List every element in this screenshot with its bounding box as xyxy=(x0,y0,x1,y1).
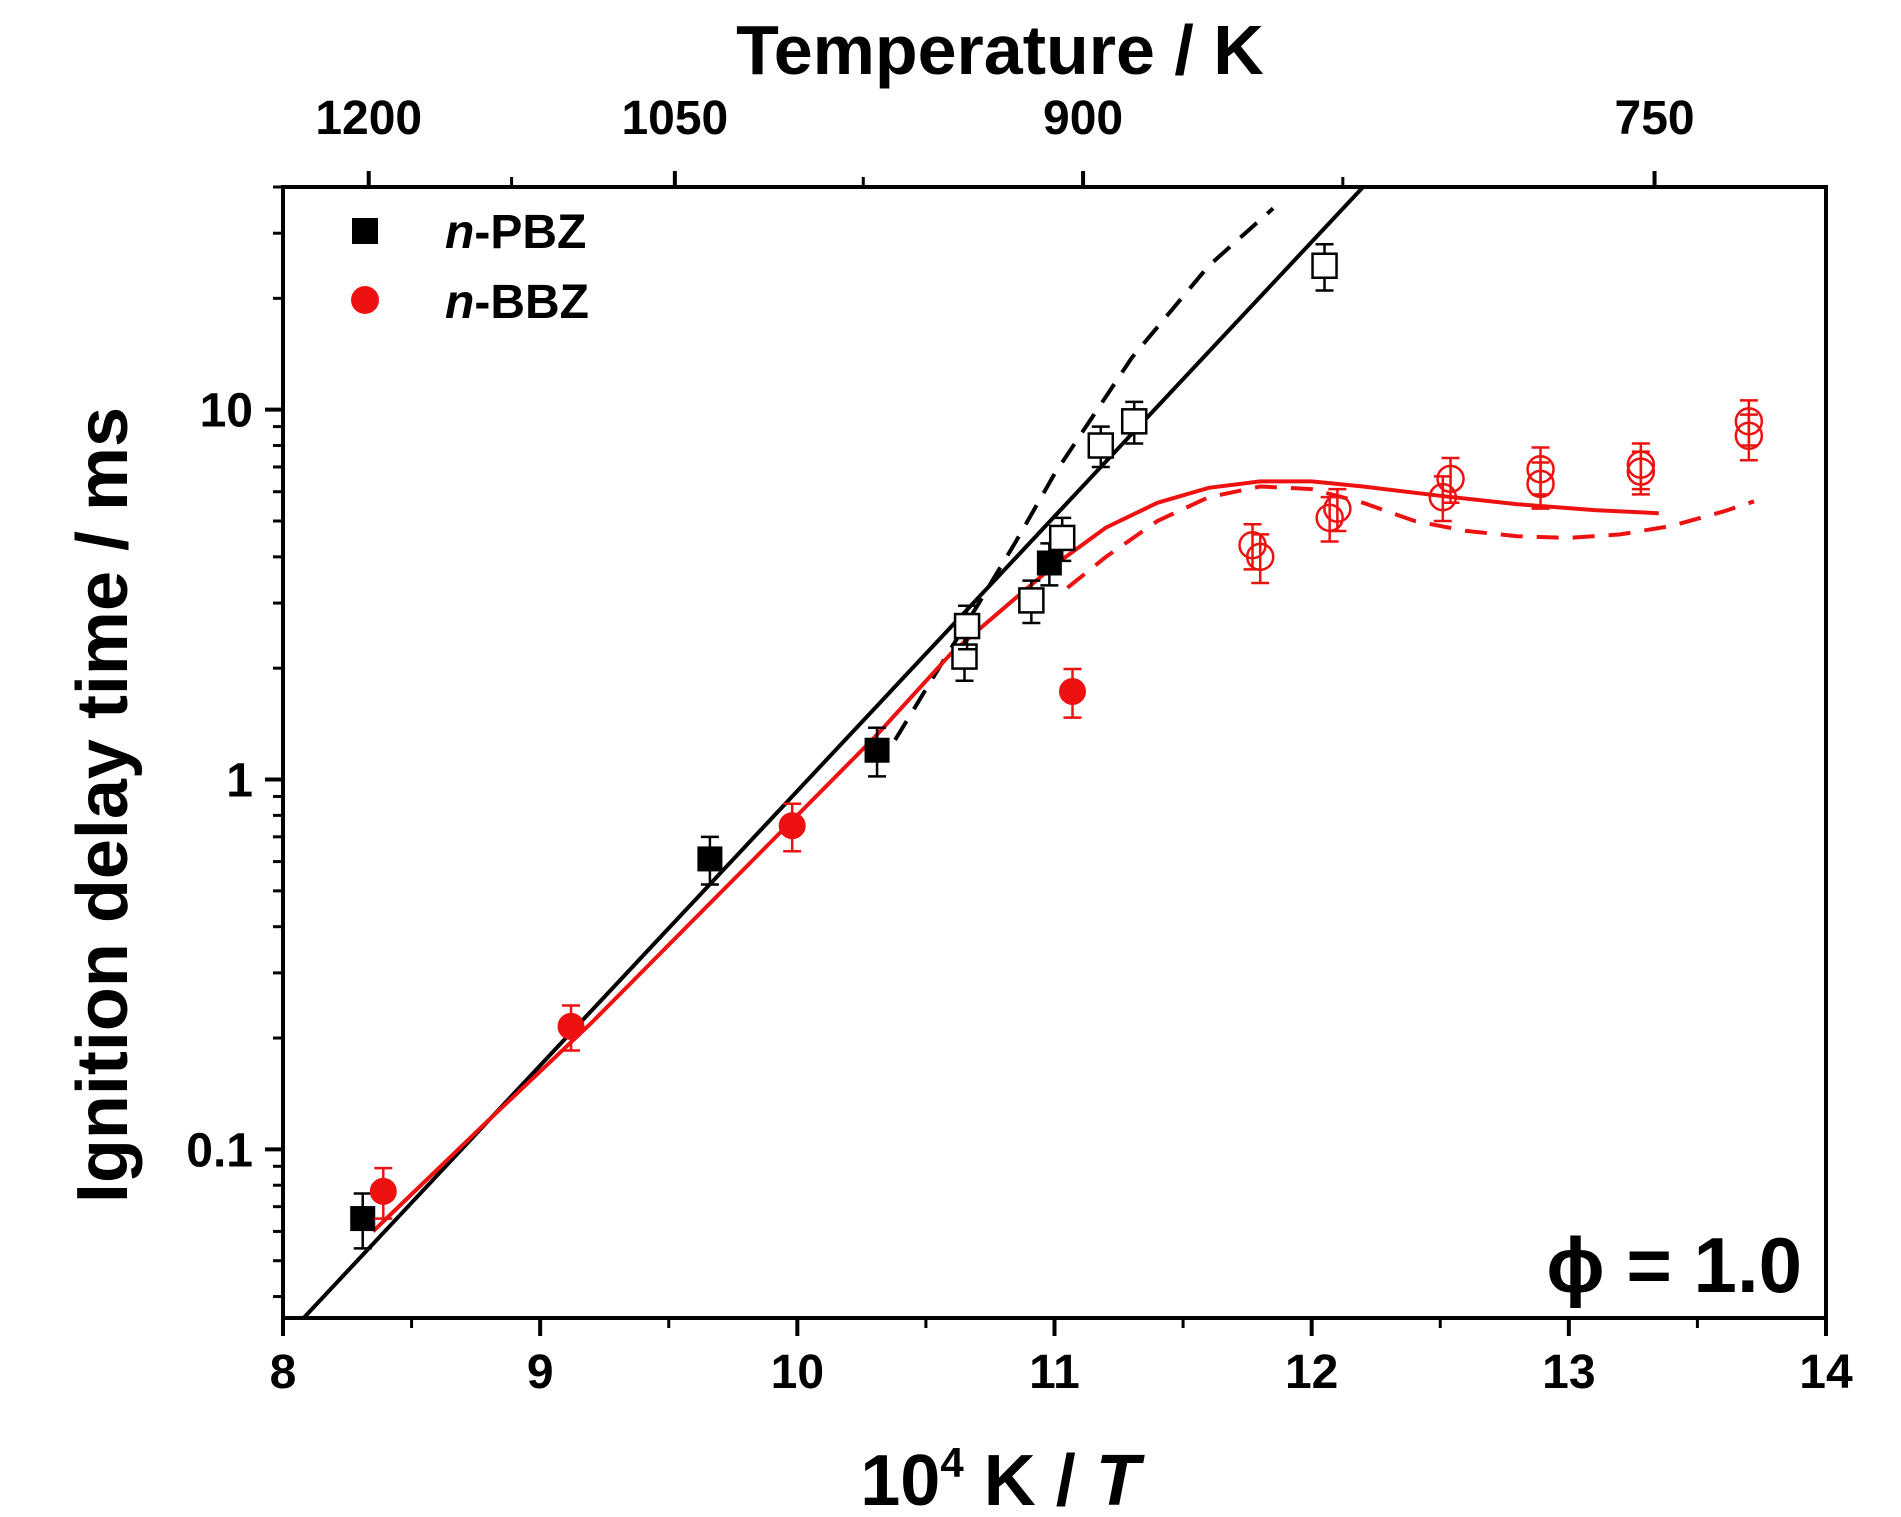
x-axis-title-rest: K / xyxy=(964,1441,1096,1517)
data-point-circle-filled xyxy=(369,1177,397,1205)
data-point-square-filled xyxy=(697,846,723,872)
x-tick-label: 12 xyxy=(1285,1346,1338,1399)
data-point-circle-open xyxy=(1436,464,1465,494)
data-point-square-filled xyxy=(864,737,890,763)
y-axis-title: Ignition delay time / ms xyxy=(63,407,143,1203)
data-point-circle-open xyxy=(1428,482,1458,512)
x-tick-label: 9 xyxy=(527,1346,554,1399)
data-point-square-open xyxy=(1311,252,1338,279)
model-line-bbz-solid xyxy=(371,479,1659,1233)
top-tick-label: 1050 xyxy=(621,92,728,145)
data-point-square-open xyxy=(1018,587,1045,614)
x-tick-label: 14 xyxy=(1799,1346,1853,1399)
model-line-pbz-solid xyxy=(302,187,1365,1318)
x-axis-title: 104 K / T xyxy=(860,1439,1145,1517)
model-line-bbz-dashed xyxy=(1066,484,1755,590)
legend-marker-square xyxy=(352,218,378,244)
y-tick-label: 0.1 xyxy=(186,1124,253,1177)
top-tick-label: 900 xyxy=(1043,92,1123,145)
equivalence-ratio-annotation: ϕ = 1.0 xyxy=(1546,1221,1802,1309)
x-tick-label: 10 xyxy=(771,1346,824,1399)
legend-label-pbz: n-PBZ xyxy=(445,206,586,259)
legend: n-PBZ n-BBZ xyxy=(351,206,589,329)
x-tick-label: 13 xyxy=(1542,1346,1595,1399)
data-point-circle-filled xyxy=(1059,677,1087,705)
data-point-square-open xyxy=(1087,432,1115,459)
legend-label-pbz-prefix: n xyxy=(445,206,474,259)
data-point-square-filled xyxy=(350,1206,376,1232)
top-axis-title: Temperature / K xyxy=(736,11,1264,89)
data-point-circle-open xyxy=(1323,494,1352,523)
top-tick-label: 1200 xyxy=(315,92,422,145)
x-axis-title-base: 10 xyxy=(860,1441,940,1517)
data-point-square-filled xyxy=(1036,550,1062,576)
legend-label-bbz-rest: -BBZ xyxy=(474,276,589,329)
x-tick-label: 11 xyxy=(1029,1346,1080,1399)
data-point-square-open xyxy=(1120,408,1148,435)
model-lines xyxy=(302,187,1755,1318)
data-point-circle-open xyxy=(1626,450,1656,479)
x-tick-label: 8 xyxy=(270,1346,297,1399)
top-tick-label: 750 xyxy=(1615,92,1695,145)
x-axis-title-var: T xyxy=(1096,1441,1146,1517)
plot-frame xyxy=(281,185,1828,1320)
data-point-circle-filled xyxy=(557,1012,585,1040)
legend-label-bbz-prefix: n xyxy=(445,276,474,329)
model-line-pbz-dashed xyxy=(893,206,1275,741)
data-point-square-open xyxy=(953,612,981,640)
data-point-circle-open xyxy=(1526,455,1555,484)
data-point-circle-open xyxy=(1245,542,1275,572)
legend-label-bbz: n-BBZ xyxy=(445,276,589,329)
x-axis-title-sup: 4 xyxy=(940,1439,964,1486)
data-points xyxy=(350,243,1764,1250)
legend-marker-circle xyxy=(351,286,379,314)
axes: 8 9 10 11 12 13 14 0.1 1 10 1200 1050 900 750 xyxy=(186,92,1853,1399)
data-point-square-open xyxy=(1048,524,1076,552)
data-point-circle-open xyxy=(1734,407,1764,436)
y-tick-label: 1 xyxy=(226,755,253,808)
data-point-circle-filled xyxy=(778,812,806,840)
legend-label-pbz-rest: -PBZ xyxy=(474,206,586,259)
y-tick-label: 10 xyxy=(200,385,253,438)
